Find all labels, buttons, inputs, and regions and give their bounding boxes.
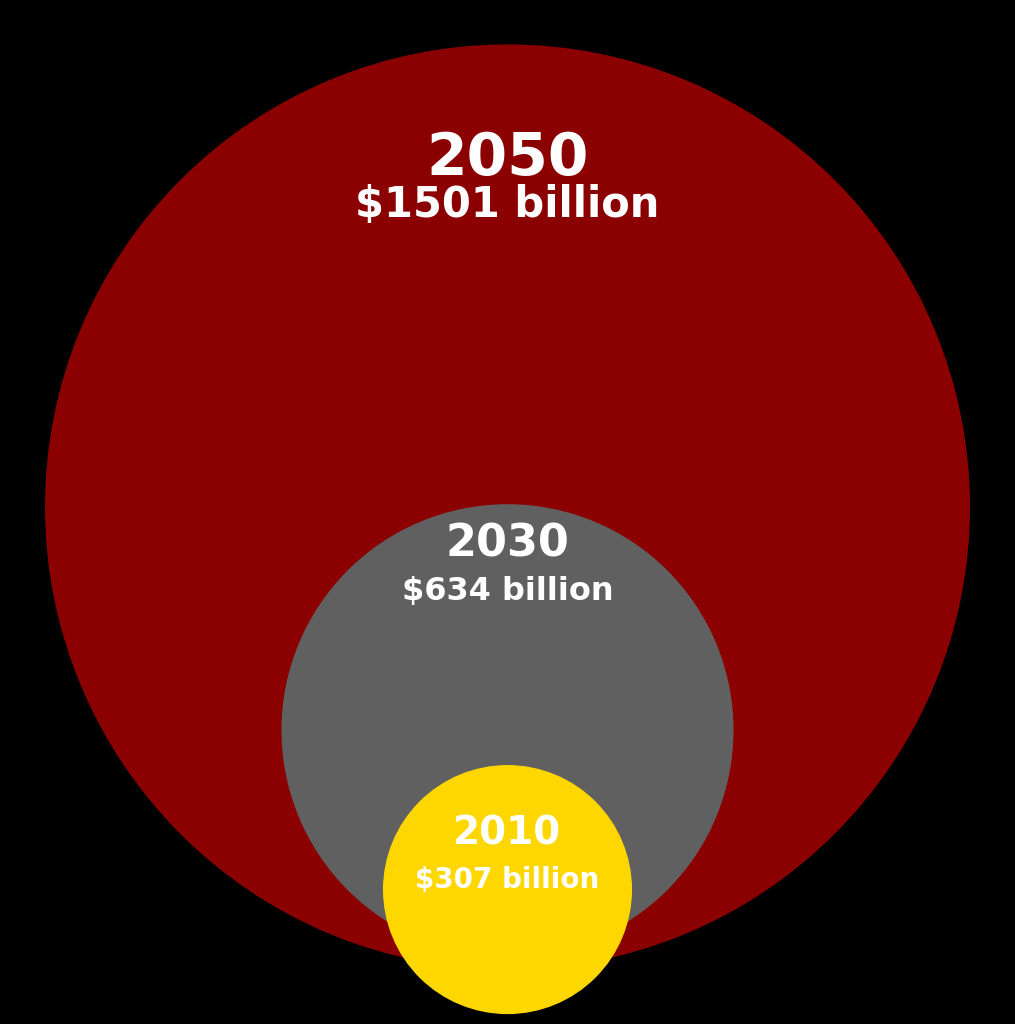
Text: 2010: 2010 [454,815,561,853]
Circle shape [46,45,969,969]
Circle shape [384,766,631,1014]
Text: 2030: 2030 [446,523,569,566]
Text: $634 billion: $634 billion [402,575,613,606]
Text: $1501 billion: $1501 billion [355,184,660,226]
Text: $307 billion: $307 billion [415,866,600,894]
Circle shape [282,505,733,955]
Text: 2050: 2050 [426,130,589,187]
